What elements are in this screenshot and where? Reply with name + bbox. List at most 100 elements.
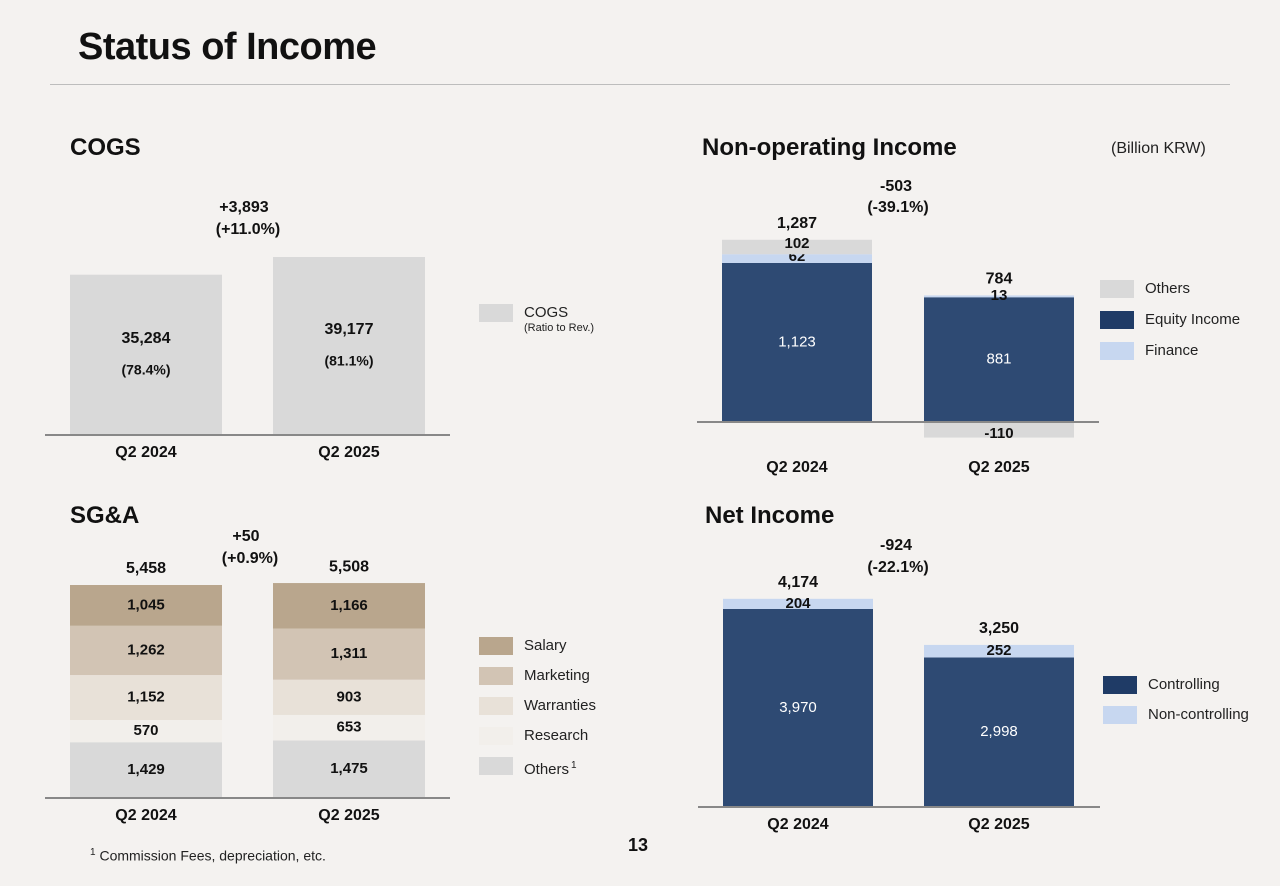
- legend-swatch-salary: [479, 637, 513, 655]
- legend-label-cogs: COGS: [524, 304, 569, 321]
- sga-bar-warranties-q2-2024: [70, 675, 222, 720]
- nonop-tick-label-q2-2025: Q2 2025: [968, 459, 1029, 476]
- net-bar-non-controlling-q2-2024: [723, 598, 873, 609]
- nonop-value-label-others-q2-2024: 102: [784, 235, 809, 252]
- footnote: 1 Commission Fees, depreciation, etc.: [90, 847, 326, 864]
- sga-title: SG&A: [70, 502, 140, 529]
- net-value-label-non-controlling-q2-2025: 252: [986, 642, 1011, 659]
- legend-item-cogs: COGS (Ratio to Rev.): [479, 304, 594, 344]
- legend-item-non-controlling: Non-controlling: [1103, 706, 1249, 736]
- sga-value-label-salary-q2-2024: 1,045: [127, 596, 165, 613]
- legend-label-finance: Finance: [1145, 342, 1199, 359]
- net-bar-non-controlling-q2-2025: [924, 644, 1074, 658]
- cogs-legend: COGS (Ratio to Rev.): [479, 304, 594, 344]
- nonop-tick-label-q2-2024: Q2 2024: [766, 459, 827, 476]
- net-bar-controlling-q2-2024: [723, 609, 873, 807]
- legend-item-warranties: Warranties: [479, 697, 596, 727]
- net-total-label-q2-2024: 4,174: [778, 574, 818, 591]
- nonop-legend: Others Equity Income Finance: [1100, 280, 1240, 373]
- legend-label-marketing: Marketing: [524, 667, 590, 684]
- sga-bar-others-q2-2025: [273, 740, 425, 798]
- nonop-change-pct: (-39.1%): [867, 199, 928, 216]
- sga-value-label-salary-q2-2025: 1,166: [330, 597, 368, 614]
- sga-value-label-marketing-q2-2024: 1,262: [127, 641, 165, 658]
- footnote-ref: 1: [571, 760, 577, 771]
- cogs-ratio-label-q2-2025: (81.1%): [324, 353, 373, 369]
- legend-swatch-controlling: [1103, 676, 1137, 694]
- sga-bar-marketing-q2-2024: [70, 625, 222, 676]
- sga-bar-salary-q2-2025: [273, 583, 425, 629]
- sga-tick-label-q2-2025: Q2 2025: [318, 807, 379, 824]
- sga-value-label-research-q2-2025: 653: [336, 719, 361, 736]
- cogs-value-label-q2-2024: 35,284: [122, 330, 171, 347]
- nonop-change-value: -503: [880, 178, 912, 195]
- nonop-bar-others-q2-2025: [924, 422, 1074, 438]
- sga-tick-label-q2-2024: Q2 2024: [115, 807, 176, 824]
- legend-label-others: Others: [1145, 280, 1191, 297]
- net-change-pct: (-22.1%): [867, 559, 928, 576]
- legend-text-sga-others: Others: [524, 761, 570, 778]
- cogs-change-value: +3,893: [219, 199, 268, 216]
- net-value-label-controlling-q2-2024: 3,970: [779, 699, 817, 716]
- legend-label-sga-others: Others 1: [524, 757, 577, 779]
- nonop-value-label-finance-q2-2025: 13: [991, 287, 1008, 304]
- net-bar-controlling-q2-2025: [924, 657, 1074, 807]
- legend-item-research: Research: [479, 727, 596, 757]
- legend-sublabel-cogs: (Ratio to Rev.): [524, 322, 595, 334]
- legend-swatch-warranties: [479, 697, 513, 715]
- legend-swatch-others: [1100, 280, 1134, 298]
- legend-swatch-sga-others: [479, 757, 513, 775]
- nonop-bar-equity-income-q2-2024: [722, 263, 872, 422]
- net-value-label-non-controlling-q2-2024: 204: [785, 595, 811, 612]
- sga-bar-others-q2-2024: [70, 742, 222, 798]
- cogs-tick-label-q2-2025: Q2 2025: [318, 444, 379, 461]
- nonop-bar-finance-q2-2025: [924, 295, 1074, 298]
- sga-bar-research-q2-2025: [273, 714, 425, 741]
- cogs-bar-q2-2024: [70, 274, 222, 435]
- sga-legend: Salary Marketing Warranties Research Oth…: [479, 637, 596, 787]
- legend-swatch-equity-income: [1100, 311, 1134, 329]
- legend-label-salary: Salary: [524, 637, 567, 654]
- legend-item-sga-others: Others 1: [479, 757, 596, 787]
- legend-item-marketing: Marketing: [479, 667, 596, 697]
- nonop-total-label-q2-2025: 784: [986, 271, 1013, 288]
- footnote-marker: 1: [90, 847, 96, 858]
- net-tick-label-q2-2024: Q2 2024: [767, 816, 828, 833]
- sga-bar-marketing-q2-2025: [273, 628, 425, 680]
- legend-item-equity-income: Equity Income: [1100, 311, 1240, 342]
- net-income-title: Net Income: [705, 502, 835, 529]
- sga-bar-salary-q2-2024: [70, 585, 222, 626]
- cogs-ratio-label-q2-2024: (78.4%): [121, 362, 170, 378]
- cogs-tick-label-q2-2024: Q2 2024: [115, 444, 176, 461]
- legend-swatch-cogs: [479, 304, 513, 322]
- legend-swatch-marketing: [479, 667, 513, 685]
- nonop-value-label-equity-income-q2-2024: 1,123: [778, 333, 816, 350]
- nonop-bar-others-q2-2024: [722, 239, 872, 255]
- legend-item-controlling: Controlling: [1103, 676, 1249, 706]
- legend-label-controlling: Controlling: [1148, 676, 1220, 693]
- sga-bar-warranties-q2-2025: [273, 679, 425, 715]
- unit-note: (Billion KRW): [1111, 140, 1206, 157]
- sga-change-value: +50: [232, 528, 259, 545]
- sga-value-label-warranties-q2-2025: 903: [336, 688, 361, 705]
- sga-value-label-warranties-q2-2024: 1,152: [127, 688, 165, 705]
- legend-label-equity-income: Equity Income: [1145, 311, 1241, 328]
- sga-change-pct: (+0.9%): [222, 550, 278, 567]
- cogs-change-pct: (+11.0%): [216, 221, 280, 238]
- sga-value-label-others-q2-2025: 1,475: [330, 760, 368, 777]
- footnote-text: Commission Fees, depreciation, etc.: [99, 847, 326, 864]
- page-number: 13: [628, 835, 649, 855]
- cogs-bar-q2-2025: [273, 257, 425, 435]
- legend-label-warranties: Warranties: [524, 697, 596, 714]
- sga-total-label-q2-2025: 5,508: [329, 558, 369, 575]
- legend-swatch-research: [479, 727, 513, 745]
- nonop-total-label-q2-2024: 1,287: [777, 215, 817, 232]
- page-title: Status of Income: [78, 26, 377, 68]
- title-divider: [50, 84, 1230, 85]
- nonop-value-label-equity-income-q2-2025: 881: [986, 351, 1011, 368]
- net-total-label-q2-2025: 3,250: [979, 620, 1019, 637]
- legend-label-research: Research: [524, 727, 589, 744]
- net-income-legend: Controlling Non-controlling: [1103, 676, 1249, 736]
- cogs-title: COGS: [70, 134, 141, 161]
